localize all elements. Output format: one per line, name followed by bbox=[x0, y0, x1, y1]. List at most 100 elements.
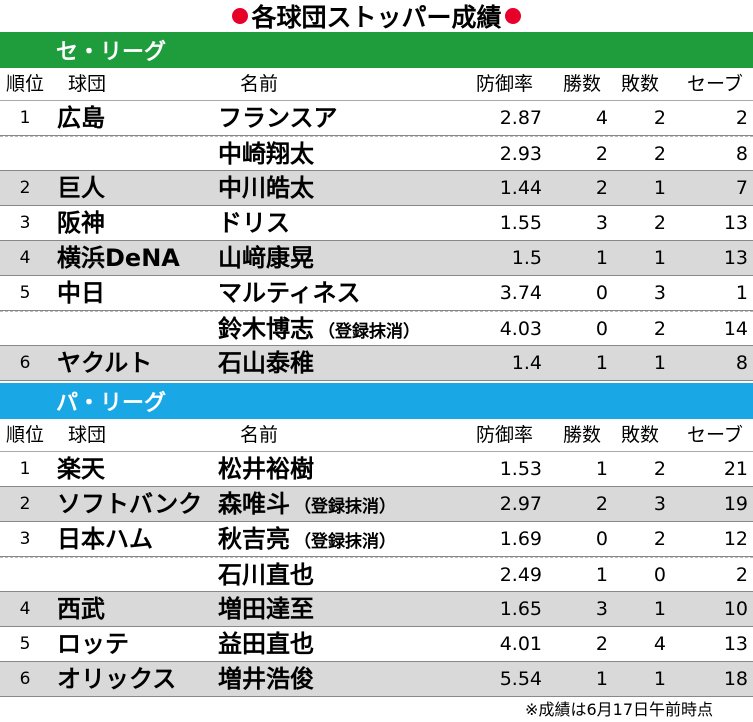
wins-cell: 1 bbox=[595, 564, 608, 586]
deregistered-note: （登録抹消） bbox=[294, 532, 396, 552]
table-row: 4 西武 1.65 3 1 10 増田達至 bbox=[0, 592, 753, 627]
pitcher-name: 秋吉亮 bbox=[218, 525, 290, 553]
deregistered-note: （登録抹消） bbox=[294, 497, 396, 517]
header-wins: 勝数 bbox=[563, 73, 602, 95]
era-cell: 2.93 bbox=[499, 143, 542, 165]
table-row: 5 中日 3.74 0 3 1 マルティネス bbox=[0, 276, 753, 311]
rank-cell: 6 bbox=[19, 353, 31, 373]
losses-cell: 1 bbox=[653, 177, 666, 199]
table-row: 2 巨人 1.44 2 1 7 中川皓太 bbox=[0, 171, 753, 206]
rank-cell: 5 bbox=[19, 283, 31, 303]
table-row: 2.49 1 0 2 石川直也 bbox=[0, 557, 753, 592]
wins-cell: 2 bbox=[595, 143, 608, 165]
pitcher-name-cell: 山﨑康晃 bbox=[218, 241, 314, 275]
pitcher-name-cell: 鈴木博志 （登録抹消） bbox=[218, 312, 420, 346]
wins-cell: 0 bbox=[595, 282, 608, 304]
pitcher-name: 中崎翔太 bbox=[218, 140, 314, 168]
saves-cell: 14 bbox=[723, 318, 748, 340]
saves-cell: 10 bbox=[723, 598, 748, 620]
table-row: 1 広島 2.87 4 2 2 フランスア bbox=[0, 101, 753, 136]
wins-cell: 0 bbox=[595, 528, 608, 550]
rank-cell: 5 bbox=[19, 634, 31, 654]
pitcher-name-cell: フランスア bbox=[218, 101, 338, 135]
wins-cell: 2 bbox=[595, 177, 608, 199]
saves-cell: 13 bbox=[723, 247, 748, 269]
header-team: 球団 bbox=[68, 73, 107, 95]
saves-cell: 12 bbox=[723, 528, 748, 550]
era-cell: 1.44 bbox=[499, 177, 542, 199]
wins-cell: 2 bbox=[595, 633, 608, 655]
rank-cell: 3 bbox=[19, 529, 31, 549]
header-losses: 敗数 bbox=[621, 73, 660, 95]
header-wins: 勝数 bbox=[563, 424, 602, 446]
saves-cell: 13 bbox=[723, 633, 748, 655]
pitcher-name: ドリス bbox=[218, 209, 290, 237]
saves-cell: 21 bbox=[723, 458, 748, 480]
saves-cell: 19 bbox=[723, 493, 748, 515]
table-row: 3 阪神 1.55 3 2 13 ドリス bbox=[0, 206, 753, 241]
era-cell: 3.74 bbox=[499, 282, 542, 304]
pitcher-name: フランスア bbox=[218, 104, 338, 132]
losses-cell: 2 bbox=[653, 107, 666, 129]
rank-cell: 2 bbox=[19, 494, 31, 514]
saves-cell: 13 bbox=[723, 212, 748, 234]
losses-cell: 2 bbox=[653, 528, 666, 550]
table-row: 2 ソフトバンク 2.97 2 3 19 森唯斗 （登録抹消） bbox=[0, 487, 753, 522]
losses-cell: 4 bbox=[653, 633, 666, 655]
rank-cell: 3 bbox=[19, 213, 31, 233]
era-cell: 2.49 bbox=[499, 564, 542, 586]
header-rank: 順位 bbox=[6, 73, 45, 95]
pacific-header-row: 順位 球団 名前 防御率 勝数 敗数 セーブ bbox=[0, 419, 753, 452]
header-team: 球団 bbox=[68, 424, 107, 446]
wins-cell: 0 bbox=[595, 318, 608, 340]
team-cell: 西武 bbox=[57, 595, 105, 623]
pitcher-name: 森唯斗 bbox=[218, 490, 290, 518]
wins-cell: 3 bbox=[595, 598, 608, 620]
losses-cell: 1 bbox=[653, 247, 666, 269]
wins-cell: 2 bbox=[595, 493, 608, 515]
rank-cell bbox=[0, 312, 50, 346]
era-cell: 5.54 bbox=[499, 668, 542, 690]
pitcher-name: 石山泰稚 bbox=[218, 349, 314, 377]
header-era: 防御率 bbox=[476, 73, 534, 95]
losses-cell: 3 bbox=[653, 493, 666, 515]
losses-cell: 0 bbox=[653, 564, 666, 586]
pitcher-name: 中川皓太 bbox=[218, 174, 314, 202]
rank-cell: 1 bbox=[19, 108, 31, 128]
wins-cell: 4 bbox=[595, 107, 608, 129]
table-row: 6 オリックス 5.54 1 1 18 増井浩俊 bbox=[0, 662, 753, 697]
pitcher-name-cell: 中崎翔太 bbox=[218, 137, 314, 171]
deregistered-note: （登録抹消） bbox=[318, 322, 420, 342]
rank-cell: 4 bbox=[19, 599, 31, 619]
team-cell: ヤクルト bbox=[57, 349, 153, 377]
losses-cell: 2 bbox=[653, 318, 666, 340]
pitcher-name-cell: マルティネス bbox=[218, 276, 361, 310]
team-cell: ソフトバンク bbox=[57, 490, 203, 518]
era-cell: 2.87 bbox=[499, 107, 542, 129]
header-saves: セーブ bbox=[687, 424, 743, 446]
central-table-body: 1 広島 2.87 4 2 2 フランスア 2.93 2 2 8 中崎翔太 2 巨人 1.44 2 1 7 中川皓太… bbox=[0, 101, 753, 381]
team-cell: オリックス bbox=[57, 665, 177, 693]
table-row: 5 ロッテ 4.01 2 4 13 益田直也 bbox=[0, 627, 753, 662]
pacific-league-label: パ・リーグ bbox=[56, 391, 167, 416]
pitcher-name: 山﨑康晃 bbox=[218, 244, 314, 272]
wins-cell: 3 bbox=[595, 212, 608, 234]
era-cell: 2.97 bbox=[499, 493, 542, 515]
team-cell: 日本ハム bbox=[57, 525, 153, 553]
era-cell: 4.03 bbox=[499, 318, 542, 340]
rank-cell: 1 bbox=[19, 459, 31, 479]
title-dot-left bbox=[232, 8, 249, 24]
team-cell: 広島 bbox=[57, 104, 105, 132]
wins-cell: 1 bbox=[595, 352, 608, 374]
era-cell: 1.55 bbox=[499, 212, 542, 234]
pitcher-name-cell: 増田達至 bbox=[218, 592, 314, 626]
page-title: 各球団ストッパー成績 bbox=[251, 3, 502, 32]
pitcher-name-cell: 秋吉亮 （登録抹消） bbox=[218, 522, 396, 556]
header-losses: 敗数 bbox=[621, 424, 660, 446]
rank-cell: 4 bbox=[19, 248, 31, 268]
losses-cell: 1 bbox=[653, 668, 666, 690]
saves-cell: 8 bbox=[735, 352, 748, 374]
pitcher-name: 石川直也 bbox=[218, 561, 314, 589]
table-row: 1 楽天 1.53 1 2 21 松井裕樹 bbox=[0, 452, 753, 487]
table-row: 4.03 0 2 14 鈴木博志 （登録抹消） bbox=[0, 311, 753, 346]
